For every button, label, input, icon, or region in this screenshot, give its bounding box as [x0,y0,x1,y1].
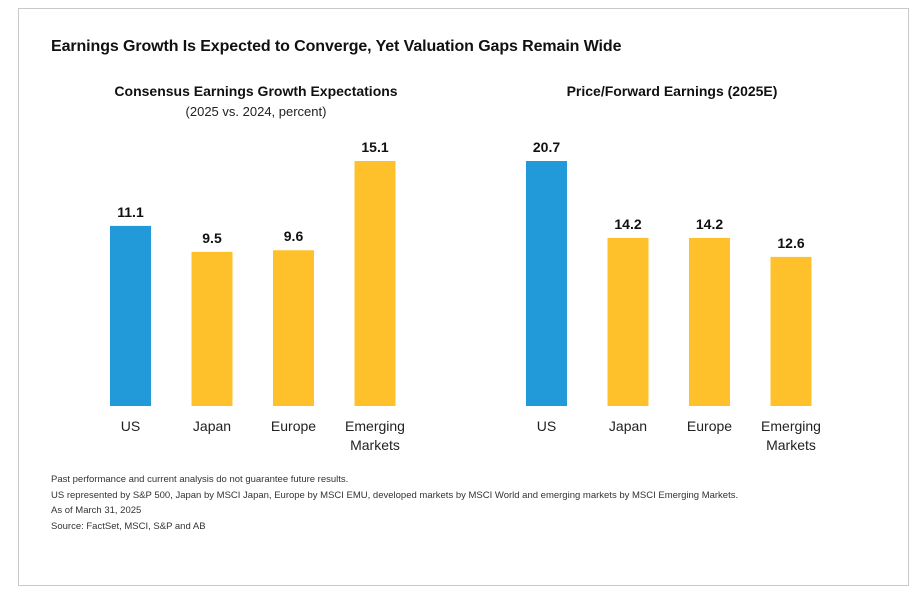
growth-category-label-emerging-markets: Emerging Markets [345,418,405,453]
growth-value-label-us: 11.1 [117,204,144,220]
pe-category-label-us: US [537,418,556,434]
footnote-indices: US represented by S&P 500, Japan by MSCI… [51,489,739,501]
growth-bar-us [110,225,151,406]
footnote-date: As of March 31, 2025 [51,505,142,516]
pe-category-label-europe: Europe [687,418,732,434]
page-title: Earnings Growth Is Expected to Converge,… [51,38,622,55]
growth-value-label-europe: 9.6 [284,228,304,244]
pe-bar-us [526,161,567,406]
pe-bar-japan [607,237,649,406]
growth-bar-emerging-markets [354,161,396,406]
pe-category-label-emerging-markets: Emerging Markets [761,418,821,453]
growth-bar-japan [191,251,233,406]
pe-value-label-emerging-markets: 12.6 [777,235,804,251]
growth-category-label-europe: Europe [271,418,316,434]
chart-frame [18,8,909,586]
growth-category-label-us: US [121,418,140,434]
footnote-disclaimer: Past performance and current analysis do… [51,474,349,485]
growth-value-label-emerging-markets: 15.1 [361,139,388,155]
pe-value-label-japan: 14.2 [614,216,641,232]
footnote-source: Source: FactSet, MSCI, S&P and AB [51,520,206,532]
pe-value-label-europe: 14.2 [696,216,723,232]
footnotes: Past performance and current analysis do… [51,472,738,534]
growth-value-label-japan: 9.5 [202,230,222,246]
chart-1-subtitle: (2025 vs. 2024, percent) [185,104,327,119]
growth-category-label-japan: Japan [193,418,231,434]
pe-category-label-japan: Japan [609,418,647,434]
pe-value-label-us: 20.7 [533,139,560,155]
chart-2-title: Price/Forward Earnings (2025E) [566,83,778,99]
pe-bar-emerging-markets [770,256,812,406]
growth-bar-europe [273,250,314,406]
pe-bar-europe [689,237,730,406]
chart-1-title: Consensus Earnings Growth Expectations [114,83,398,99]
